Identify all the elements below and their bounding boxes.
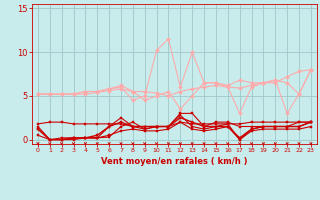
X-axis label: Vent moyen/en rafales ( km/h ): Vent moyen/en rafales ( km/h ) [101, 157, 248, 166]
